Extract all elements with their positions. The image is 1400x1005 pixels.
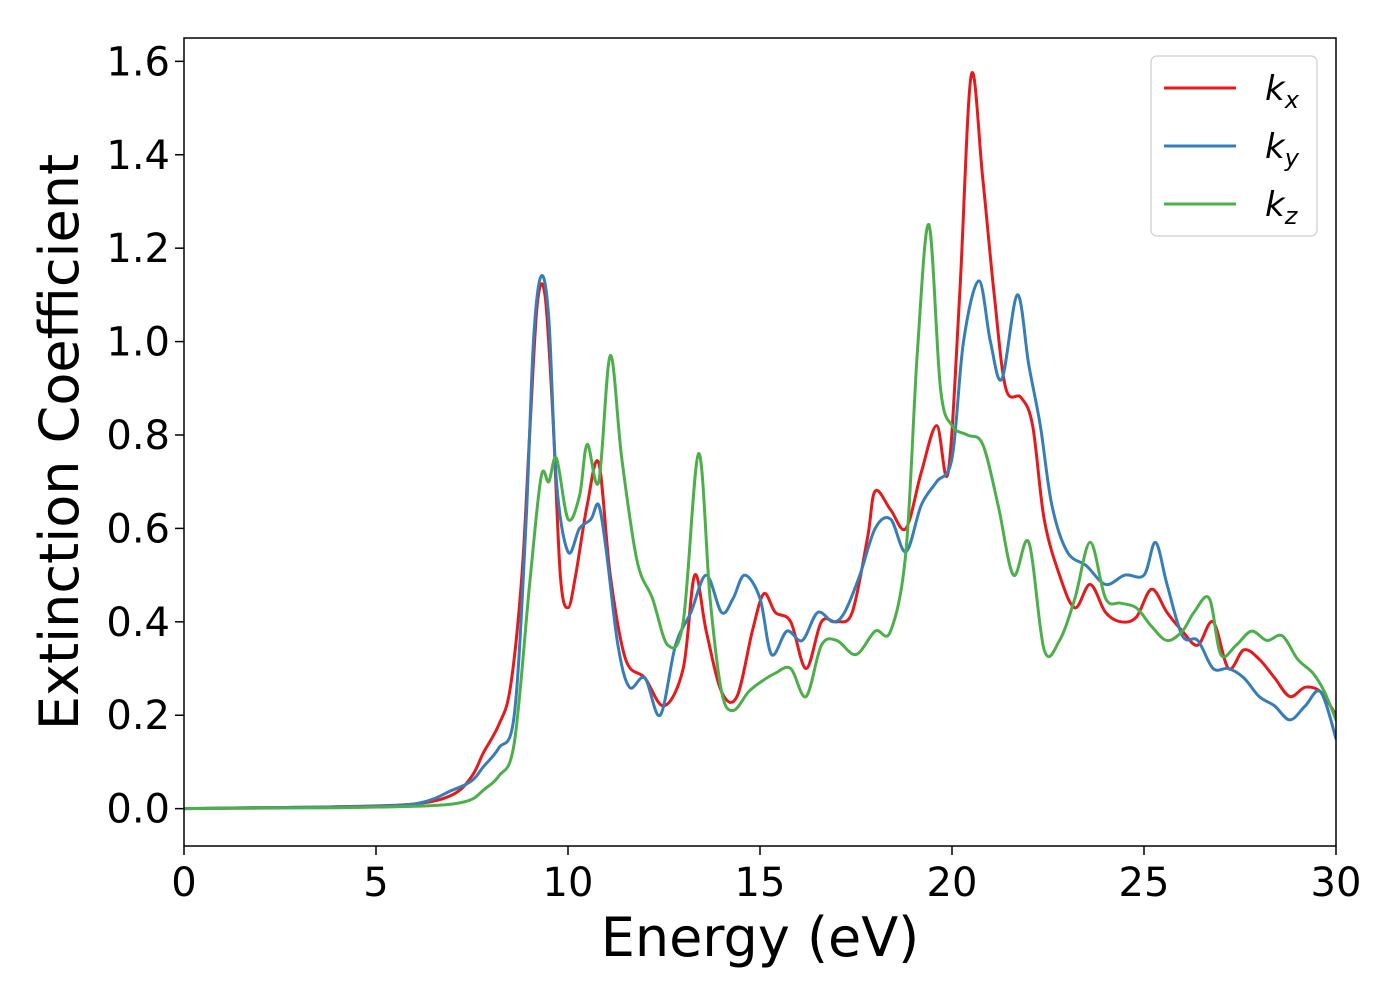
y-tick-label: 0.2 [106, 693, 170, 739]
legend-label: kz [1265, 185, 1299, 230]
y-tick-label: 1.6 [106, 39, 170, 85]
y-tick-label: 1.0 [106, 320, 170, 366]
legend-label-sub: y [1284, 144, 1300, 172]
x-tick-label: 25 [1119, 860, 1170, 906]
plot-lines [184, 71, 1336, 811]
series-line-k-z [184, 223, 1336, 811]
legend-label-sub: x [1284, 86, 1300, 114]
x-tick-label: 5 [363, 860, 388, 906]
x-tick-label: 0 [171, 860, 196, 906]
x-axis-title: Energy (eV) [601, 906, 920, 969]
y-axis-title: Extinction Coefficient [28, 154, 91, 730]
x-tick-label: 20 [927, 860, 978, 906]
y-tick-label: 1.2 [106, 226, 170, 272]
legend-label-main: k [1265, 127, 1286, 167]
y-tick-label: 0.0 [106, 787, 170, 833]
legend-label-main: k [1265, 185, 1286, 225]
y-tick-label: 0.8 [106, 413, 170, 459]
x-tick-label: 15 [735, 860, 786, 906]
legend-label-main: k [1265, 69, 1286, 109]
y-tick-label: 0.6 [106, 506, 170, 552]
legend-label: kx [1265, 69, 1300, 114]
legend-label-sub: z [1284, 202, 1299, 230]
y-axis: 0.0 0.2 0.4 0.6 0.8 1.0 1.2 1.4 1.6 [106, 39, 184, 833]
y-tick-label: 1.4 [106, 133, 170, 179]
legend-label: ky [1265, 127, 1300, 172]
y-tick-label: 0.4 [106, 600, 170, 646]
x-tick-label: 10 [543, 860, 594, 906]
x-tick-label: 30 [1311, 860, 1362, 906]
x-axis: 0 5 10 15 20 25 30 [171, 846, 1361, 906]
series-line-k-y [184, 273, 1336, 811]
